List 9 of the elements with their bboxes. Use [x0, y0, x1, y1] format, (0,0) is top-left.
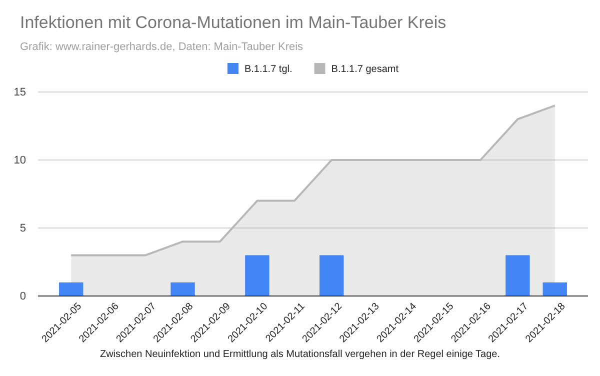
- legend-label: B.1.1.7 tgl.: [244, 64, 292, 75]
- y-tick-label: 5: [20, 222, 26, 235]
- chart-subtitle: Grafik: www.rainer-gerhards.de, Daten: Main-Tauber Kreis: [20, 41, 304, 53]
- y-tick-label: 10: [14, 154, 26, 167]
- legend-label: B.1.1.7 gesamt: [331, 64, 399, 75]
- chart-title: Infektionen mit Corona-Mutationen im Main-Tauber Kreis: [20, 13, 446, 32]
- text: Zwischen Neuinfektion und Ermittlung als Mutationsfall vergehen in der Regel einige Tage.: [100, 349, 500, 360]
- y-tick-label: 0: [20, 290, 26, 303]
- y-tick-label: 15: [14, 86, 26, 99]
